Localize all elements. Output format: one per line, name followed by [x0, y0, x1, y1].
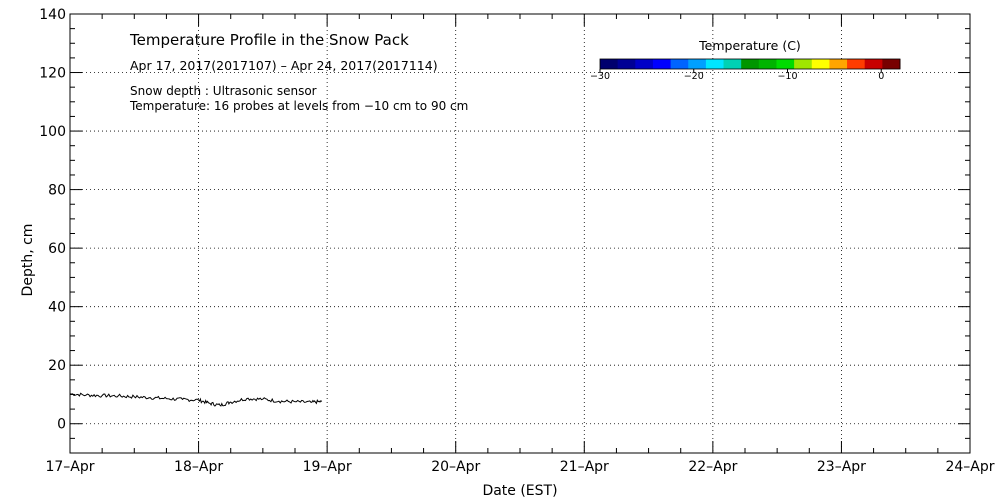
colorbar-swatch — [635, 59, 654, 69]
colorbar-tick-label: −20 — [684, 71, 704, 82]
colorbar-tick-label: −30 — [590, 71, 610, 82]
colorbar-title: Temperature (C) — [698, 38, 801, 53]
note-temperature-probes: Temperature: 16 probes at levels from −1… — [129, 99, 468, 113]
y-tick-label: 100 — [39, 124, 66, 140]
y-tick-label: 60 — [48, 241, 66, 257]
note-snow-depth: Snow depth : Ultrasonic sensor — [130, 84, 317, 98]
chart-subtitle: Apr 17, 2017(2017107) – Apr 24, 2017(201… — [130, 58, 438, 73]
plot-frame — [69, 13, 971, 454]
colorbar-swatch — [670, 59, 689, 69]
colorbar-tick-label: −10 — [777, 71, 797, 82]
x-tick-label: 22–Apr — [688, 459, 737, 475]
colorbar-swatch — [829, 59, 848, 69]
colorbar-swatch — [794, 59, 813, 69]
x-tick-label: 17–Apr — [45, 459, 94, 475]
colorbar-swatch — [652, 59, 672, 69]
x-tick-label: 20–Apr — [431, 459, 480, 475]
series-layer — [69, 392, 323, 407]
x-tick-label: 21–Apr — [560, 459, 609, 475]
colorbar-ticks: −30 −20 −10 0 — [590, 69, 884, 82]
colorbar-swatch — [776, 59, 795, 69]
y-axis-label: Depth, cm — [20, 224, 36, 297]
y-tick-labels: 0 20 40 60 80 100 120 140 — [39, 7, 66, 433]
x-axis-label: Date (EST) — [482, 483, 557, 499]
y-tick-label: 140 — [39, 7, 66, 23]
y-tick-label: 0 — [57, 417, 66, 433]
colorbar-frame — [599, 58, 901, 70]
colorbar-swatch — [617, 59, 636, 69]
y-tick-label: 80 — [48, 183, 66, 199]
y-tick-label: 120 — [39, 66, 66, 82]
colorbar-swatch — [688, 59, 707, 69]
x-tick-label: 24–Apr — [945, 459, 994, 475]
colorbar: Temperature (C) −30 −20 −10 0 — [590, 38, 901, 82]
colorbar-swatch — [882, 59, 901, 69]
colorbar-swatch — [758, 59, 777, 69]
colorbar-swatch — [864, 59, 883, 69]
colorbar-swatch — [811, 59, 830, 69]
y-tick-label: 20 — [48, 358, 66, 374]
colorbar-swatch — [847, 59, 866, 69]
colorbar-swatch — [741, 59, 760, 69]
x-tick-label: 18–Apr — [174, 459, 223, 475]
x-tick-label: 19–Apr — [303, 459, 352, 475]
colorbar-swatch — [705, 59, 725, 69]
snow-depth-line — [69, 392, 323, 407]
colorbar-tick-label: 0 — [878, 71, 884, 82]
chart-title: Temperature Profile in the Snow Pack — [129, 31, 409, 49]
colorbar-swatch — [600, 59, 619, 69]
y-tick-label: 40 — [48, 300, 66, 316]
x-tick-labels: 17–Apr 18–Apr 19–Apr 20–Apr 21–Apr 22–Apr 23–A… — [45, 459, 994, 475]
x-tick-label: 23–Apr — [817, 459, 866, 475]
colorbar-swatch — [723, 59, 742, 69]
colorbar-swatches — [599, 58, 901, 70]
